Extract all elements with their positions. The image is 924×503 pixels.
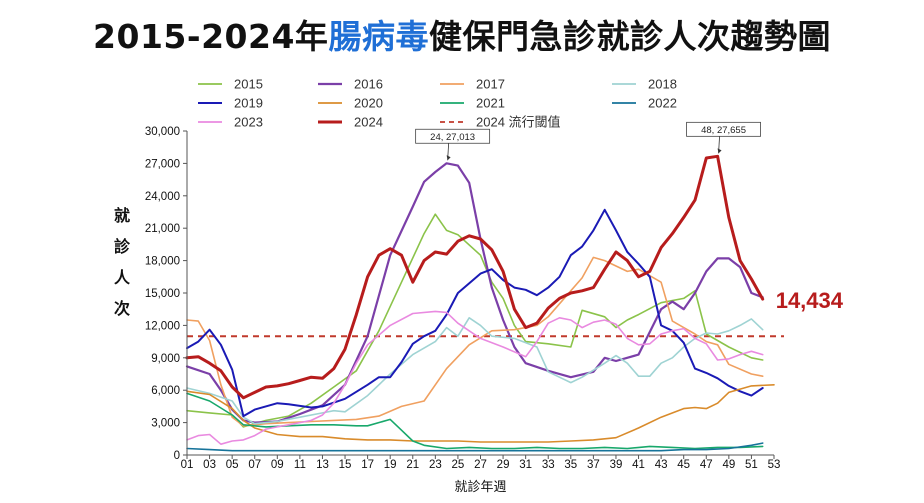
y-tick-label: 0 bbox=[174, 450, 180, 462]
axes-layer: 0 3,000 6,000 9,000 12,000 15,000 18,000 21,000… bbox=[114, 126, 780, 494]
title-suffix: 健保門急診就診人次趨勢圖 bbox=[428, 17, 831, 56]
x-tick-label: 15 bbox=[339, 459, 352, 471]
x-tick-label: 49 bbox=[722, 459, 735, 471]
y-axis-title-char: 診 bbox=[114, 237, 131, 256]
y-tick-label: 3,000 bbox=[151, 418, 180, 430]
title-prefix: 2015-2024年 bbox=[93, 17, 329, 56]
series-line-2024 bbox=[185, 154, 765, 400]
y-tick-label: 12,000 bbox=[145, 320, 180, 332]
series-line-2018 bbox=[186, 317, 764, 425]
legend-label-2024: 2024 bbox=[354, 115, 383, 130]
y-tick-label: 9,000 bbox=[151, 353, 180, 365]
y-tick-label: 24,000 bbox=[145, 191, 180, 203]
legend-label-2016: 2016 bbox=[354, 77, 383, 92]
y-axis-title-char: 就 bbox=[114, 206, 130, 225]
series-line-2017 bbox=[186, 256, 764, 427]
x-tick-label: 17 bbox=[361, 459, 374, 471]
y-tick-label: 30,000 bbox=[145, 126, 180, 138]
chart-title: 2015-2024年腸病毒健保門急診就診人次趨勢圖 bbox=[0, 10, 924, 58]
x-tick-label: 41 bbox=[632, 459, 645, 471]
annotation-box bbox=[686, 121, 761, 137]
y-axis-title-char: 次 bbox=[114, 299, 130, 318]
annotation-arrowhead bbox=[446, 155, 451, 161]
x-tick-label: 13 bbox=[316, 459, 329, 471]
x-tick-label: 19 bbox=[384, 459, 397, 471]
x-tick-label: 51 bbox=[745, 459, 758, 471]
series-layer bbox=[185, 154, 775, 452]
y-tick-label: 21,000 bbox=[145, 223, 180, 235]
x-tick-label: 01 bbox=[181, 459, 194, 471]
legend-label-2023: 2023 bbox=[234, 115, 263, 130]
y-tick-label: 27,000 bbox=[145, 158, 180, 170]
title-highlight: 腸病毒 bbox=[328, 17, 429, 56]
legend-label-2024 流行閾值: 2024 流行閾值 bbox=[476, 115, 561, 130]
legend-label-2021: 2021 bbox=[476, 96, 505, 111]
x-tick-label: 33 bbox=[542, 459, 555, 471]
x-tick-label: 03 bbox=[203, 459, 216, 471]
x-tick-label: 25 bbox=[452, 459, 465, 471]
y-tick-label: 18,000 bbox=[145, 256, 180, 268]
x-tick-label: 11 bbox=[294, 459, 306, 471]
annotation-label: 48, 27,655 bbox=[701, 125, 746, 136]
x-tick-label: 29 bbox=[497, 459, 510, 471]
legend-label-2015: 2015 bbox=[234, 77, 263, 92]
x-tick-label: 23 bbox=[429, 459, 442, 471]
x-tick-label: 07 bbox=[248, 459, 261, 471]
y-tick-label: 15,000 bbox=[145, 288, 180, 300]
x-tick-label: 09 bbox=[271, 459, 284, 471]
annotation-layer: 24, 27,013 48, 27,655 14,434 bbox=[415, 121, 844, 313]
y-axis-title-char: 人 bbox=[114, 269, 131, 287]
legend-label-2017: 2017 bbox=[476, 77, 505, 92]
y-tick-label: 6,000 bbox=[151, 385, 180, 397]
x-tick-label: 35 bbox=[564, 459, 577, 471]
x-tick-label: 53 bbox=[768, 459, 781, 471]
x-tick-label: 47 bbox=[700, 459, 713, 471]
series-line-2023 bbox=[186, 310, 764, 445]
annotation-arrowhead bbox=[717, 148, 722, 154]
series-line-2019 bbox=[186, 208, 764, 418]
series-line-2016 bbox=[185, 162, 764, 424]
legend-label-2020: 2020 bbox=[354, 96, 383, 111]
x-tick-label: 21 bbox=[406, 459, 419, 471]
series-line-2020 bbox=[186, 384, 775, 443]
x-tick-label: 31 bbox=[519, 459, 532, 471]
annotation-box bbox=[415, 128, 491, 144]
x-tick-label: 05 bbox=[226, 459, 239, 471]
series-line-2015 bbox=[186, 213, 764, 428]
series-line-2022 bbox=[186, 442, 764, 452]
x-tick-label: 39 bbox=[610, 459, 623, 471]
x-tick-label: 43 bbox=[655, 459, 668, 471]
last-value-label: 14,434 bbox=[776, 288, 844, 313]
legend: 2015 2016 2017 2018 2019 2020 2021 2022 2023 2024… bbox=[198, 77, 677, 130]
x-axis-title: 就診年週 bbox=[454, 479, 506, 494]
x-tick-label: 45 bbox=[677, 459, 690, 471]
legend-label-2019: 2019 bbox=[234, 96, 263, 111]
annotation-label: 24, 27,013 bbox=[430, 132, 475, 143]
x-tick-label: 37 bbox=[587, 459, 600, 471]
legend-label-2022: 2022 bbox=[648, 96, 677, 111]
legend-label-2018: 2018 bbox=[648, 77, 677, 92]
x-tick-label: 27 bbox=[474, 459, 487, 471]
